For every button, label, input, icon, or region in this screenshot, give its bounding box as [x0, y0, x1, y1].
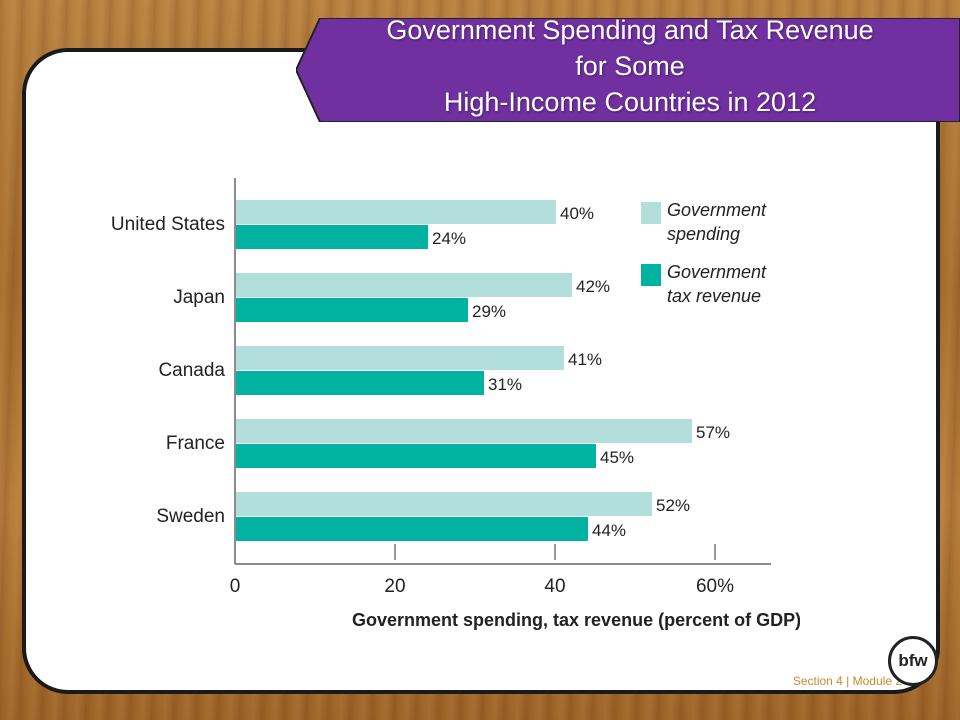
bar-value-label: 31%: [488, 375, 522, 394]
category-label: France: [166, 433, 225, 454]
bar-tax-revenue: [236, 517, 588, 541]
legend-label: Government: [667, 262, 767, 282]
bar-value-label: 24%: [432, 229, 466, 248]
slide-title: Government Spending and Tax Revenue for …: [310, 12, 950, 120]
legend-label: Government: [667, 200, 767, 220]
bar-value-label: 44%: [592, 521, 626, 540]
x-axis-title: Government spending, tax revenue (percen…: [352, 610, 800, 630]
title-banner: [296, 18, 960, 122]
category-label: United States: [111, 214, 225, 235]
category-label: Sweden: [156, 506, 225, 527]
legend-label: spending: [667, 224, 740, 244]
title-line-2: for Some: [575, 51, 685, 81]
x-tick-label: 20: [384, 576, 405, 597]
x-tick-label: 60%: [696, 576, 734, 597]
title-line-3: High-Income Countries in 2012: [443, 87, 817, 117]
bar-tax-revenue: [236, 298, 468, 322]
bar-value-label: 42%: [576, 277, 610, 296]
bar-tax-revenue: [236, 371, 484, 395]
bar-value-label: 52%: [656, 496, 690, 515]
bar-value-label: 29%: [472, 302, 506, 321]
category-label: Japan: [173, 287, 225, 308]
bfw-logo: bfw: [888, 636, 938, 686]
bar-government-spending: [236, 346, 564, 370]
footer-text: Section 4 | Module 2: [792, 674, 902, 688]
legend-label: tax revenue: [667, 286, 761, 306]
bar-government-spending: [236, 200, 556, 224]
x-tick-label: 0: [230, 576, 241, 597]
bar-value-label: 57%: [696, 423, 730, 442]
bar-government-spending: [236, 273, 572, 297]
bar-government-spending: [236, 419, 692, 443]
bar-tax-revenue: [236, 444, 596, 468]
category-label: Canada: [158, 360, 225, 381]
x-tick-label: 40: [544, 576, 565, 597]
bar-value-label: 40%: [560, 204, 594, 223]
bar-value-label: 45%: [600, 448, 634, 467]
legend-swatch: [641, 202, 661, 224]
bar-chart: 0 20 40 60% United States 40% 24% Japan 42% 29% Ca…: [111, 178, 800, 630]
legend-swatch: [641, 264, 661, 286]
bar-tax-revenue: [236, 225, 428, 249]
bar-value-label: 41%: [568, 350, 602, 369]
title-line-1: Government Spending and Tax Revenue: [386, 15, 874, 45]
bar-government-spending: [236, 492, 652, 516]
